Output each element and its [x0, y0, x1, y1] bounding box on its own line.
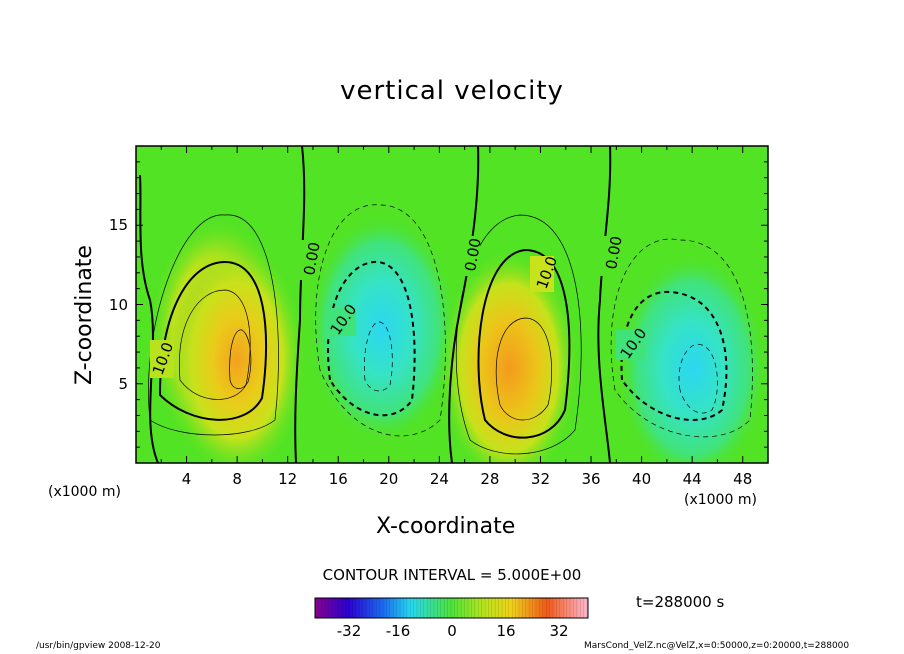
footer-right-text: MarsCond_VelZ.nc@VelZ,x=0:50000,z=0:2000…	[584, 641, 850, 651]
contour-interval-text: CONTOUR INTERVAL = 5.000E+00	[322, 566, 582, 584]
contour-label-zero-3: 0.00	[602, 235, 626, 271]
x-tick-label: 20	[379, 470, 399, 488]
x-tick-label: 48	[733, 470, 753, 488]
x-axis-label: X-coordinate	[376, 514, 516, 539]
updraft-cell	[438, 247, 579, 463]
x-unit-label: (x1000 m)	[48, 484, 121, 500]
y-axis-label: Z-coordinate	[72, 245, 97, 385]
contour-lines	[139, 146, 612, 463]
x-unit-label-right: (x1000 m)	[684, 492, 757, 508]
y-tick-label: 15	[108, 216, 128, 234]
time-label: t=288000 s	[636, 593, 725, 611]
colorbar-tick-label: 16	[496, 622, 516, 640]
y-tick-label: 10	[108, 296, 128, 314]
x-tick-label: 40	[632, 470, 652, 488]
x-tick-label: 36	[581, 470, 601, 488]
x-tick-label: 16	[328, 470, 348, 488]
x-tick-label: 32	[530, 470, 551, 488]
contour-label-group: 0.00 0.00 0.00 10.0 10.0 10.0 10.0	[149, 235, 650, 378]
contour-label-zero-2: 0.00	[461, 237, 485, 273]
contour-label-zero-1: 0.00	[300, 241, 324, 277]
downdraft-cell	[307, 213, 458, 444]
colorbar-tick-label: 32	[549, 622, 569, 640]
colorbar-tick-label: 0	[447, 622, 457, 640]
x-tick-label: 24	[429, 470, 449, 488]
downdraft-cell	[617, 252, 768, 463]
colorbar	[314, 597, 589, 619]
y-tick-label: 5	[118, 375, 128, 393]
footer-left-text: /usr/bin/gpview 2008-12-20	[36, 641, 161, 651]
x-tick-label: 44	[682, 470, 702, 488]
x-tick-label: 4	[181, 470, 192, 488]
x-tick-label: 8	[232, 470, 242, 488]
colorbar-stripes	[314, 598, 588, 618]
x-tick-label: 12	[278, 470, 298, 488]
chart-title: vertical velocity	[340, 76, 564, 106]
updraft-cell	[167, 240, 308, 463]
field-shading: 0.00 0.00 0.00 10.0 10.0 10.0 10.0	[136, 146, 768, 463]
colorbar-tick-label: -32	[336, 622, 362, 640]
colorbar-tick-label: -16	[385, 622, 411, 640]
negative-contours	[315, 204, 753, 438]
tick-marks	[135, 145, 769, 464]
x-tick-label: 28	[480, 470, 500, 488]
